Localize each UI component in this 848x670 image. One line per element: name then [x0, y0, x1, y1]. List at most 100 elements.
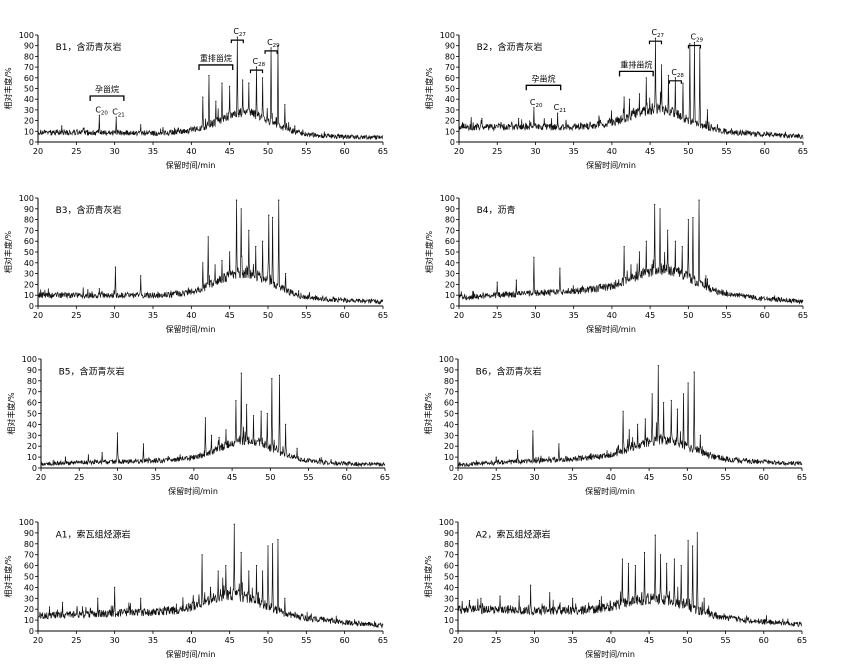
peak-point [693, 371, 695, 373]
peak-point [240, 372, 242, 374]
x-tick-label: 65 [380, 473, 390, 482]
x-tick-label: 40 [606, 636, 616, 645]
group-bracket [89, 95, 125, 101]
peak-point [622, 410, 624, 412]
y-axis-label: 相对丰度/% [3, 230, 13, 273]
x-tick-label: 35 [151, 473, 161, 482]
peak-point [236, 36, 238, 38]
peak-point [599, 283, 602, 285]
peak-point [240, 551, 242, 554]
x-tick-label: 20 [454, 311, 464, 320]
peak-point [298, 290, 300, 292]
peak-point [98, 288, 100, 290]
y-axis-label: 相对丰度/% [423, 392, 433, 435]
peak-point [225, 429, 227, 431]
x-tick-label: 55 [301, 636, 311, 645]
y-tick-label: 70 [445, 226, 455, 235]
y-tick-label: 50 [24, 248, 34, 257]
y-tick-label: 10 [24, 291, 34, 300]
peak-point [654, 203, 656, 206]
peak-point [643, 551, 646, 554]
peak-point [235, 199, 238, 201]
peak-point [777, 296, 780, 298]
peak-point [262, 570, 264, 572]
x-tick-label: 45 [227, 473, 237, 482]
y-tick-label: 100 [19, 31, 34, 40]
x-tick-label: 65 [378, 311, 388, 320]
x-tick-label: 60 [342, 473, 352, 482]
peak-point [240, 208, 242, 210]
x-axis-label: 保留时间/min [166, 649, 216, 659]
peak-point [481, 117, 483, 120]
y-tick-label: 80 [445, 216, 455, 225]
y-tick-label: 0 [450, 138, 455, 147]
x-axis-label: 保留时间/min [168, 486, 218, 496]
x-tick-label: 25 [491, 473, 501, 482]
peak-point [214, 264, 216, 266]
peak-point [255, 565, 258, 567]
peak-point [530, 584, 532, 586]
peak-label-subscript: 21 [559, 108, 566, 114]
peak-label: C28 [671, 68, 684, 79]
peak-point [296, 447, 298, 449]
y-tick-label: 30 [444, 431, 454, 440]
peak-bracket [687, 44, 702, 49]
x-tick-label: 55 [720, 636, 730, 645]
x-tick-label: 25 [71, 636, 81, 645]
peak-point [515, 279, 517, 281]
peak-label-subscript: 27 [657, 33, 664, 39]
peak-label-subscript: 29 [696, 37, 703, 43]
x-axis-label: 保留时间/min [586, 324, 636, 334]
peak-point [97, 597, 99, 599]
x-tick-label: 30 [530, 147, 540, 156]
peak-point [654, 37, 657, 39]
peak-label: C27 [233, 27, 246, 38]
panel-title: B5，含沥青灰岩 [59, 365, 125, 377]
y-tick-label: 100 [439, 355, 454, 364]
x-tick-label: 20 [33, 636, 43, 645]
peak-point [278, 199, 280, 201]
peak-point [204, 417, 206, 419]
x-tick-label: 45 [645, 311, 655, 320]
peak-point [557, 112, 559, 114]
peak-label: C21 [112, 107, 125, 118]
y-tick-label: 50 [445, 85, 455, 94]
group-label: 重排甾烷 [200, 53, 232, 63]
y-tick-label: 60 [444, 562, 454, 571]
y-tick-label: 20 [24, 117, 34, 126]
peak-point [115, 116, 117, 118]
x-tick-label: 60 [340, 311, 350, 320]
x-tick-label: 25 [74, 473, 84, 482]
peak-point [706, 278, 709, 280]
x-tick-label: 45 [644, 636, 654, 645]
x-axis-label: 保留时间/min [586, 160, 636, 170]
x-tick-label: 60 [759, 473, 769, 482]
peak-point [255, 66, 258, 68]
peak-point [179, 454, 181, 456]
peak-point [186, 604, 188, 606]
peak-point [517, 449, 519, 452]
peak-point [533, 256, 535, 258]
peak-point [229, 85, 231, 87]
x-tick-label: 40 [607, 311, 617, 320]
y-tick-label: 80 [445, 52, 455, 61]
x-tick-label: 60 [759, 636, 769, 645]
peak-label-subscript: 20 [101, 110, 108, 116]
x-tick-label: 45 [225, 311, 235, 320]
y-tick-label: 60 [445, 237, 455, 246]
x-tick-label: 65 [797, 636, 807, 645]
peak-point [271, 378, 273, 380]
peak-point [659, 554, 662, 556]
peak-point [499, 595, 501, 597]
y-tick-label: 70 [24, 551, 34, 560]
peak-point [202, 96, 204, 98]
peak-point [235, 399, 237, 402]
x-tick-label: 35 [148, 147, 158, 156]
peak-point [221, 82, 223, 84]
y-tick-label: 100 [19, 194, 34, 203]
peak-label: C20 [95, 105, 108, 116]
peak-point [48, 606, 51, 608]
y-tick-label: 0 [29, 302, 34, 311]
